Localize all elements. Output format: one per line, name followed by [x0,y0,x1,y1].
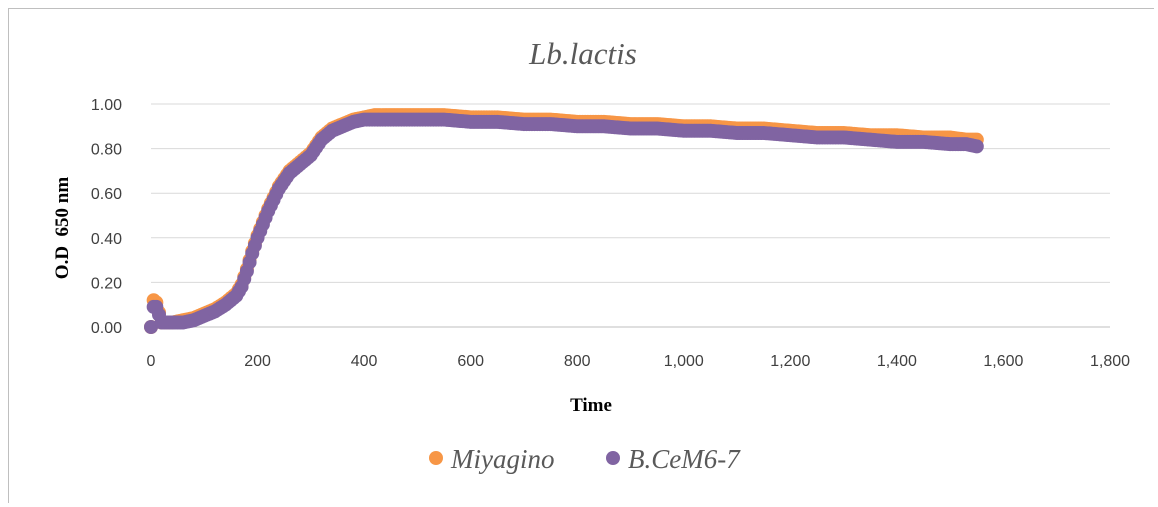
y-tick-label: 0.00 [91,320,122,337]
legend: Miyagino B.CeM6-7 [429,444,741,474]
x-tick-label: 1,200 [770,353,810,370]
y-tick-label: 0.20 [91,275,122,292]
x-tick-label: 600 [457,353,484,370]
y-axis-ticks: 0.00 0.20 0.40 0.60 0.80 1.00 [91,97,122,337]
data-point [144,320,158,334]
y-tick-label: 0.80 [91,142,122,159]
data-point [969,139,984,154]
x-tick-label: 1,800 [1090,353,1130,370]
x-tick-label: 1,000 [664,353,704,370]
x-tick-label: 0 [147,353,156,370]
y-tick-label: 0.40 [91,231,122,248]
series-b-cem6-7 [144,112,984,334]
x-tick-label: 1,400 [877,353,917,370]
legend-marker-miyagino [429,451,443,465]
x-tick-label: 800 [564,353,591,370]
x-tick-label: 1,600 [983,353,1023,370]
x-tick-label: 400 [351,353,378,370]
series-layer [144,108,984,334]
y-axis-label: O.D 650 nm [52,177,73,280]
y-tick-label: 1.00 [91,97,122,114]
legend-marker-bcem6-7 [606,451,620,465]
legend-label-miyagino: Miyagino [450,444,554,474]
x-tick-label: 200 [244,353,271,370]
legend-label-bcem6-7: B.CeM6-7 [628,444,741,474]
chart-frame [8,8,1154,503]
chart-title: Lb.lactis [528,36,637,71]
y-tick-label: 0.60 [91,186,122,203]
x-axis-ticks: 0 200 400 600 800 1,000 1,200 1,400 1,600 1,800 [147,353,1131,370]
x-axis-label: Time [570,395,612,416]
